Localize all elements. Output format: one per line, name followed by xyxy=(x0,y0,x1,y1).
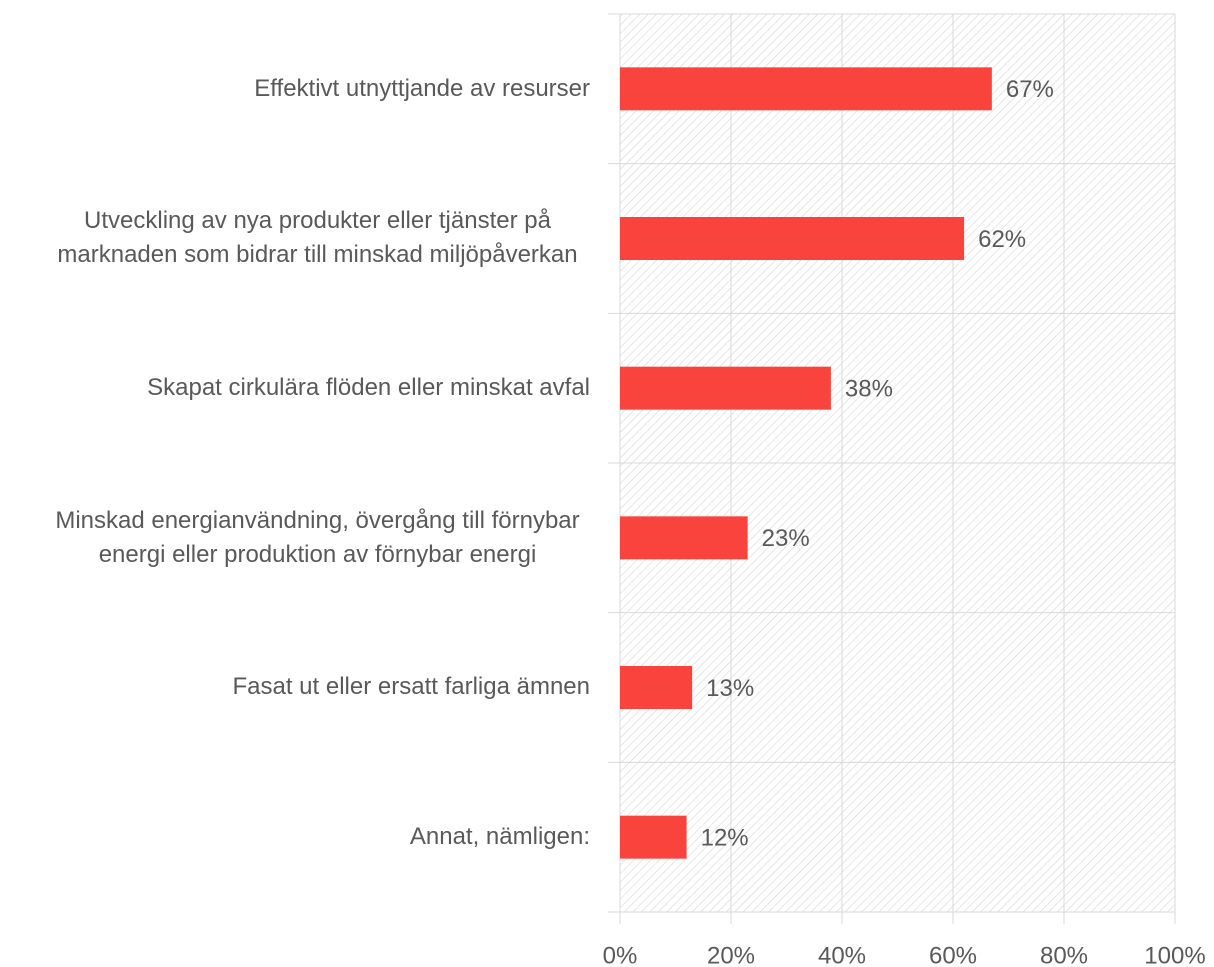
y-tick-label: Fasat ut eller ersatt farliga ämnen xyxy=(232,673,590,701)
bar xyxy=(620,516,748,560)
y-tick-label: Skapat cirkulära flöden eller minskat av… xyxy=(147,374,590,402)
y-tick-label: Utveckling av nya produkter eller tjänst… xyxy=(57,207,578,269)
category-label-box: Annat, nämligen: xyxy=(0,762,590,912)
category-label-box: Fasat ut eller ersatt farliga ämnen xyxy=(0,613,590,763)
x-tick-label: 100% xyxy=(1144,942,1205,967)
value-label: 67% xyxy=(1006,76,1054,103)
y-tick-label: Effektivt utnyttjande av resurser xyxy=(254,74,590,102)
value-label: 13% xyxy=(706,675,754,702)
value-label: 23% xyxy=(762,525,810,552)
bar xyxy=(620,815,687,859)
value-label: 12% xyxy=(701,825,749,852)
bar xyxy=(620,366,831,410)
x-tick-label: 40% xyxy=(818,942,866,967)
value-label: 38% xyxy=(845,376,893,403)
category-label-box: Utveckling av nya produkter eller tjänst… xyxy=(0,164,590,314)
bar xyxy=(620,666,693,709)
x-tick-label: 60% xyxy=(929,942,977,967)
category-label-box: Skapat cirkulära flöden eller minskat av… xyxy=(0,313,590,463)
category-label-box: Effektivt utnyttjande av resurser xyxy=(0,14,590,164)
y-tick-label: Annat, nämligen: xyxy=(409,823,590,851)
y-tick-label: Minskad energianvändning, övergång till … xyxy=(55,506,580,568)
value-label: 62% xyxy=(978,226,1026,253)
x-tick-label: 0% xyxy=(603,942,638,967)
bar xyxy=(620,217,965,260)
bar xyxy=(620,67,992,111)
x-tick-label: 20% xyxy=(707,942,755,967)
x-tick-label: 80% xyxy=(1040,942,1088,967)
category-label-box: Minskad energianvändning, övergång till … xyxy=(0,463,590,613)
